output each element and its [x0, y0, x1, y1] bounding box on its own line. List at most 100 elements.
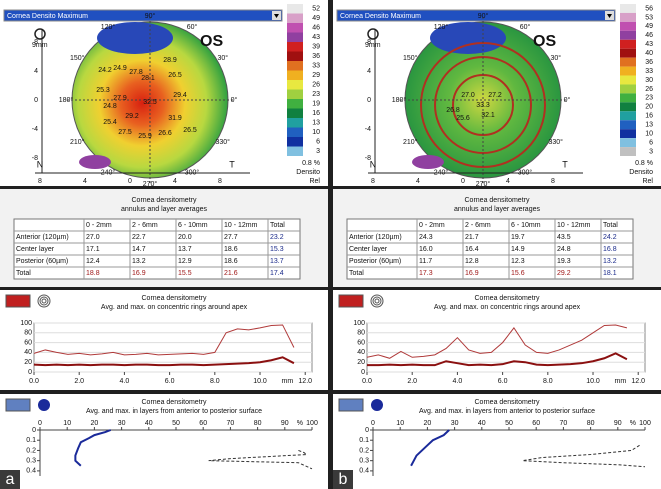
map-value: 29.4: [173, 92, 187, 99]
scale-label: 46: [312, 25, 320, 32]
scale-label: 19: [312, 101, 320, 108]
scale-mode: Rel: [642, 178, 653, 185]
y-tick-label: 0.1: [26, 437, 36, 444]
map-value: 31.9: [168, 115, 182, 122]
table-header: 0 - 2mm: [419, 222, 445, 229]
y-tick-label: 0.2: [26, 447, 36, 454]
x-unit: mm: [282, 378, 294, 385]
sphere-icon: [371, 399, 383, 411]
map-value: 24.8: [103, 103, 117, 110]
x-tick-label: 0: [371, 420, 375, 427]
map-y-tick: 8: [367, 39, 371, 46]
scale-swatch: [620, 40, 636, 49]
chart-title: Cornea densitometry: [475, 295, 540, 302]
map-value: 32.1: [481, 112, 495, 119]
x-tick-label: 20: [424, 420, 432, 427]
map-value: 27.0: [461, 92, 475, 99]
x-tick-label: 70: [560, 420, 568, 427]
table-cell: 13.2: [603, 258, 617, 265]
map-value: 29.2: [125, 113, 139, 120]
scale-swatch: [620, 129, 636, 138]
map-y-tick: -4: [365, 126, 371, 133]
scale-label: 33: [312, 63, 320, 70]
table-cell: 12.3: [511, 258, 525, 265]
x-tick-label: 10: [63, 420, 71, 427]
map-value: 26.8: [446, 107, 460, 114]
y-tick-label: 0.3: [26, 458, 36, 465]
scale-label: 36: [312, 53, 320, 60]
scale-swatch: [620, 31, 636, 40]
scale-swatch: [287, 99, 303, 109]
angle-label: 120°: [434, 23, 449, 31]
ring-icon: [339, 295, 363, 307]
scale-label: 6: [316, 139, 320, 146]
table-cell: 16.9: [132, 270, 146, 277]
y-tick-label: 0.4: [26, 468, 36, 475]
y-tick-label: 60: [24, 339, 32, 346]
scale-title: Densito: [296, 169, 320, 176]
x-tick-label: 8.0: [210, 378, 220, 385]
scale-label: 10: [312, 129, 320, 136]
x-tick-label: 4.0: [453, 378, 463, 385]
table-cell: 24.2: [603, 234, 617, 241]
table-cell: 27.0: [86, 234, 100, 241]
y-tick-label: 0: [28, 369, 32, 376]
angle-label: 120°: [101, 23, 116, 31]
table-cell: 14.7: [132, 246, 146, 253]
angle-label: 90°: [478, 12, 489, 20]
scale-swatch: [620, 58, 636, 67]
table-cell: 18.1: [603, 270, 617, 277]
angle-label: 270°: [476, 180, 491, 188]
table-cell: 19.3: [557, 258, 571, 265]
map-value: 25.3: [96, 87, 110, 94]
scale-swatch: [620, 22, 636, 31]
x-tick-label: 2.0: [74, 378, 84, 385]
table-cell: 11.7: [419, 258, 432, 265]
x-unit: mm: [615, 378, 627, 385]
table-cell: 14.9: [511, 246, 525, 253]
x-tick-label: 30: [451, 420, 459, 427]
map-value: 24.2: [98, 67, 112, 74]
angle-label: 60°: [187, 23, 198, 31]
table-cell: 19.7: [511, 234, 525, 241]
eye-label: OS: [533, 33, 556, 50]
scale-swatch: [287, 33, 303, 43]
table-cell: 18.6: [224, 246, 238, 253]
scale-label: 43: [645, 41, 653, 48]
x-tick-label: 80: [254, 420, 262, 427]
row-label: Total: [349, 270, 364, 277]
scale-swatch: [620, 84, 636, 93]
dropdown-text: Cornea Densito Maximum: [7, 13, 88, 20]
table-header: Total: [603, 222, 618, 229]
y-tick-label: 80: [24, 330, 32, 337]
x-tick-label: 0.0: [29, 378, 39, 385]
table-cell: 17.4: [270, 270, 284, 277]
y-tick-label: 0: [365, 427, 369, 434]
table-header: Total: [270, 222, 285, 229]
table-cell: 12.9: [178, 258, 192, 265]
chart-subtitle: Avg. and max. in layers from anterior to…: [419, 408, 595, 415]
scale-swatch: [287, 4, 303, 14]
scale-swatch: [620, 67, 636, 76]
x-tick-label: 70: [227, 420, 235, 427]
y-tick-label: 0.2: [359, 447, 369, 454]
scale-label: 23: [645, 95, 653, 102]
scale-label: 6: [649, 139, 653, 146]
x-tick-label: 100: [639, 420, 651, 427]
map-value: 24.9: [113, 65, 127, 72]
table-title: Cornea densitometry: [132, 197, 197, 204]
map-x-tick: 0: [128, 178, 132, 185]
x-unit: %: [630, 420, 636, 427]
table-cell: 22.7: [132, 234, 146, 241]
y-tick-label: 60: [357, 339, 365, 346]
scale-unit: 0.8 %: [635, 160, 653, 167]
scale-swatch: [287, 118, 303, 128]
chart-subtitle: Avg. and max. on concentric rings around…: [101, 304, 248, 311]
y-tick-label: 20: [357, 359, 365, 366]
scale-label: 26: [312, 82, 320, 89]
x-tick-label: 0.0: [362, 378, 372, 385]
table-cell: 16.0: [419, 246, 433, 253]
chart-title: Cornea densitometry: [142, 295, 207, 302]
scale-label: 39: [312, 44, 320, 51]
